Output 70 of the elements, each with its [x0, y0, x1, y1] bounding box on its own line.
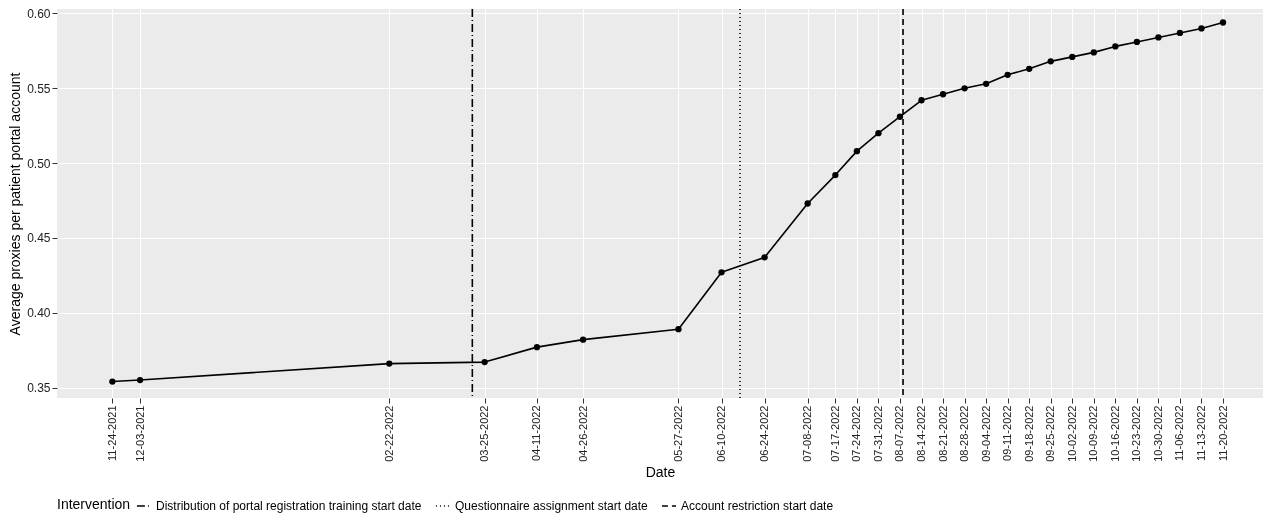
- x-tick-label: 10-23-2022: [1130, 405, 1143, 462]
- point: [109, 378, 116, 385]
- x-tick-label: 07-17-2022: [828, 405, 841, 462]
- point: [1112, 43, 1119, 50]
- point: [1198, 25, 1205, 32]
- point: [1219, 19, 1227, 26]
- point: [1133, 38, 1141, 46]
- legend-label: Distribution of portal registration training start date: [156, 499, 422, 513]
- x-tick-label: 08-14-2022: [915, 405, 928, 462]
- point: [939, 91, 947, 98]
- x-tick-label: 09-04-2022: [979, 405, 992, 462]
- point: [579, 336, 587, 343]
- x-tick-label: 11-06-2022: [1173, 405, 1186, 461]
- x-tick-label: 07-24-2022: [850, 405, 863, 462]
- legend-label: Questionnaire assignment start date: [455, 499, 649, 513]
- point: [804, 200, 811, 207]
- x-tick-label: 10-02-2022: [1065, 405, 1078, 462]
- point: [533, 343, 541, 351]
- x-tick-label: 07-08-2022: [801, 405, 814, 462]
- point: [1155, 34, 1162, 41]
- point: [918, 97, 925, 104]
- x-tick-label: 12-03-2021: [133, 405, 146, 462]
- point: [1090, 49, 1097, 56]
- x-tick-label: 06-10-2022: [715, 405, 728, 462]
- x-tick-label: 09-25-2022: [1044, 405, 1057, 462]
- y-tick-label: 0.50: [27, 156, 51, 171]
- point: [675, 326, 682, 333]
- point: [386, 360, 393, 367]
- x-tick-label: 10-09-2022: [1087, 405, 1100, 462]
- x-tick-label: 07-31-2022: [871, 405, 884, 462]
- x-tick-label: 02-22-2022: [382, 405, 395, 462]
- point: [761, 254, 768, 261]
- y-axis-title: Average proxies per patient portal account: [7, 72, 24, 336]
- legend-title: Intervention: [57, 496, 131, 512]
- x-tick-label: 06-24-2022: [758, 405, 771, 462]
- x-tick-label: 10-30-2022: [1151, 405, 1164, 462]
- point: [982, 80, 990, 87]
- point: [481, 358, 488, 366]
- point: [1004, 71, 1011, 78]
- x-tick-label: 09-11-2022: [1001, 405, 1014, 461]
- x-tick-label: 04-11-2022: [530, 405, 543, 461]
- point: [1176, 29, 1184, 37]
- x-tick-label: 08-21-2022: [936, 405, 949, 462]
- y-tick-label: 0.45: [27, 231, 51, 246]
- x-tick-label: 09-18-2022: [1022, 405, 1035, 462]
- x-tick-label: 11-13-2022: [1194, 405, 1207, 461]
- x-tick-label: 04-26-2022: [576, 405, 589, 462]
- x-tick-label: 08-07-2022: [893, 405, 906, 462]
- point: [961, 85, 968, 92]
- point: [896, 113, 904, 120]
- x-tick-label: 05-27-2022: [671, 405, 684, 462]
- point: [718, 269, 725, 276]
- point: [832, 171, 839, 179]
- x-tick-label: 11-20-2022: [1216, 405, 1229, 461]
- point: [1026, 65, 1033, 72]
- legend-label: Account restriction start date: [681, 499, 834, 513]
- y-tick-label: 0.35: [27, 381, 51, 396]
- y-tick-label: 0.40: [27, 306, 51, 321]
- point: [136, 376, 144, 384]
- point: [853, 147, 861, 155]
- point: [1047, 58, 1054, 65]
- point: [875, 130, 882, 137]
- x-tick-label: 11-24-2021: [105, 405, 118, 461]
- y-tick-label: 0.55: [27, 81, 51, 96]
- x-axis-title: Date: [645, 463, 676, 480]
- x-tick-label: 10-16-2022: [1108, 405, 1121, 462]
- x-tick-label: 03-25-2022: [478, 405, 491, 462]
- x-tick-label: 08-28-2022: [958, 405, 971, 462]
- y-tick-label: 0.60: [27, 6, 51, 21]
- point: [1069, 53, 1076, 61]
